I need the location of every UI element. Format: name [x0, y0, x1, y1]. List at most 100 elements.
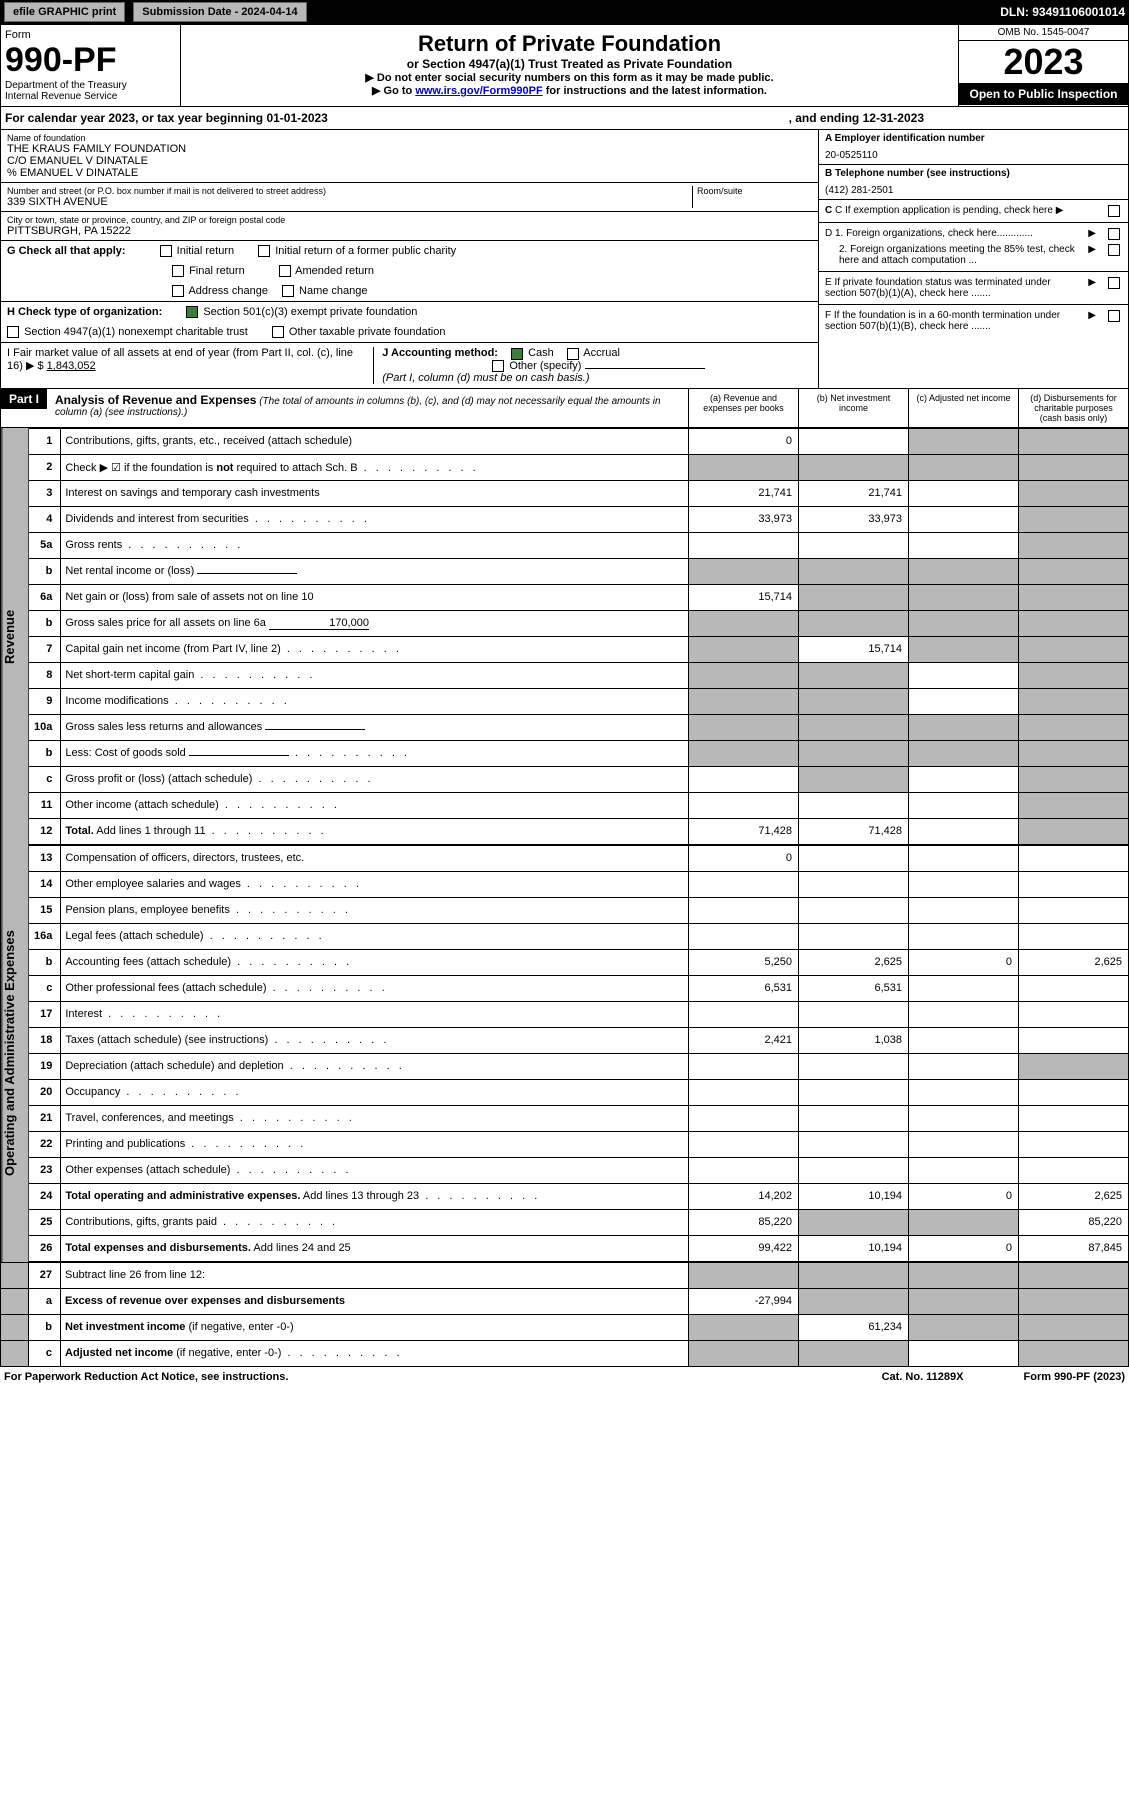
table-cell: 85,220: [689, 1209, 799, 1235]
table-cell: 15,714: [689, 584, 799, 610]
table-cell: [1019, 792, 1129, 818]
table-cell: [799, 532, 909, 558]
table-cell: [799, 1079, 909, 1105]
table-cell: [689, 714, 799, 740]
form-number: 990-PF: [5, 41, 176, 80]
line-number: 21: [29, 1105, 61, 1131]
table-cell: 6,531: [799, 975, 909, 1001]
table-row: 14Other employee salaries and wages: [29, 871, 1129, 897]
table-cell: [909, 480, 1019, 506]
part-1-description: Analysis of Revenue and Expenses (The to…: [47, 389, 688, 427]
line-number: b: [29, 558, 61, 584]
table-cell: [1019, 1314, 1129, 1340]
table-row: 17Interest: [29, 1001, 1129, 1027]
table-cell: [799, 688, 909, 714]
table-cell: [909, 740, 1019, 766]
table-cell: 10,194: [799, 1183, 909, 1209]
table-cell: [689, 662, 799, 688]
initial-return-checkbox[interactable]: [160, 245, 172, 257]
table-cell: [689, 1001, 799, 1027]
table-cell: [799, 1262, 909, 1288]
table-cell: 21,741: [799, 480, 909, 506]
ein-cell: A Employer identification number 20-0525…: [819, 130, 1128, 165]
table-row: 4Dividends and interest from securities3…: [29, 506, 1129, 532]
amended-checkbox[interactable]: [279, 265, 291, 277]
60month-checkbox[interactable]: [1108, 310, 1120, 322]
line-description: Contributions, gifts, grants, etc., rece…: [61, 428, 689, 454]
table-cell: [909, 1131, 1019, 1157]
table-row: 13Compensation of officers, directors, t…: [29, 845, 1129, 871]
accrual-checkbox[interactable]: [567, 348, 579, 360]
501c3-checkbox[interactable]: [186, 306, 198, 318]
table-cell: [799, 1131, 909, 1157]
table-cell: [1019, 532, 1129, 558]
table-row: 7Capital gain net income (from Part IV, …: [29, 636, 1129, 662]
efile-button[interactable]: efile GRAPHIC print: [4, 2, 125, 22]
line-number: 8: [29, 662, 61, 688]
form-title: Return of Private Foundation: [187, 31, 952, 57]
table-row: 20Occupancy: [29, 1079, 1129, 1105]
line-description: Less: Cost of goods sold: [61, 740, 689, 766]
line-description: Occupancy: [61, 1079, 689, 1105]
final-return-checkbox[interactable]: [172, 265, 184, 277]
table-cell: [689, 871, 799, 897]
section-g: G Check all that apply: Initial return I…: [1, 241, 818, 302]
table-cell: [689, 1157, 799, 1183]
line-description: Interest: [61, 1001, 689, 1027]
table-cell: [799, 662, 909, 688]
line-number: 5a: [29, 532, 61, 558]
expenses-section: Operating and Administrative Expenses 13…: [0, 845, 1129, 1262]
table-cell: [1019, 1157, 1129, 1183]
name-change-checkbox[interactable]: [282, 285, 294, 297]
irs-link[interactable]: www.irs.gov/Form990PF: [415, 85, 542, 97]
cash-checkbox[interactable]: [511, 348, 523, 360]
table-cell: [909, 714, 1019, 740]
table-cell: [689, 688, 799, 714]
table-cell: 14,202: [689, 1183, 799, 1209]
terminated-checkbox[interactable]: [1108, 277, 1120, 289]
table-row: 24Total operating and administrative exp…: [29, 1183, 1129, 1209]
table-cell: [1019, 662, 1129, 688]
table-cell: 5,250: [689, 949, 799, 975]
table-cell: 33,973: [799, 506, 909, 532]
exemption-pending-checkbox[interactable]: [1108, 205, 1120, 217]
foreign-85-checkbox[interactable]: [1108, 244, 1120, 256]
line-number: 16a: [29, 923, 61, 949]
table-cell: [909, 1001, 1019, 1027]
cash-basis-note: (Part I, column (d) must be on cash basi…: [382, 372, 589, 384]
4947-checkbox[interactable]: [7, 326, 19, 338]
table-cell: [799, 454, 909, 480]
other-taxable-checkbox[interactable]: [272, 326, 284, 338]
line-description: Net investment income (if negative, ente…: [61, 1314, 689, 1340]
table-cell: [689, 766, 799, 792]
line-description: Total expenses and disbursements. Add li…: [61, 1235, 689, 1261]
line-number: 17: [29, 1001, 61, 1027]
table-cell: [909, 1027, 1019, 1053]
street-address: 339 SIXTH AVENUE: [7, 196, 692, 208]
line-number: 12: [29, 818, 61, 844]
table-cell: 2,625: [1019, 949, 1129, 975]
other-method-checkbox[interactable]: [492, 360, 504, 372]
initial-public-checkbox[interactable]: [258, 245, 270, 257]
line-number: c: [29, 975, 61, 1001]
form-header: Form 990-PF Department of the Treasury I…: [0, 24, 1129, 107]
table-cell: [1019, 558, 1129, 584]
table-row: 12Total. Add lines 1 through 1171,42871,…: [29, 818, 1129, 844]
phone-cell: B Telephone number (see instructions) (4…: [819, 165, 1128, 200]
foreign-org-checkbox[interactable]: [1108, 228, 1120, 240]
table-cell: [909, 558, 1019, 584]
line-description: Taxes (attach schedule) (see instruction…: [61, 1027, 689, 1053]
table-cell: [909, 1209, 1019, 1235]
table-cell: 1,038: [799, 1027, 909, 1053]
line-description: Other expenses (attach schedule): [61, 1157, 689, 1183]
line-description: Other employee salaries and wages: [61, 871, 689, 897]
city-state-zip: PITTSBURGH, PA 15222: [7, 225, 812, 237]
section-f: F If the foundation is in a 60-month ter…: [819, 305, 1128, 337]
foundation-name: THE KRAUS FAMILY FOUNDATION: [7, 143, 812, 155]
table-cell: [909, 792, 1019, 818]
submission-date: Submission Date - 2024-04-14: [133, 2, 306, 22]
table-cell: 0: [909, 1183, 1019, 1209]
table-cell: [799, 1340, 909, 1366]
table-row: 19Depreciation (attach schedule) and dep…: [29, 1053, 1129, 1079]
address-change-checkbox[interactable]: [172, 285, 184, 297]
